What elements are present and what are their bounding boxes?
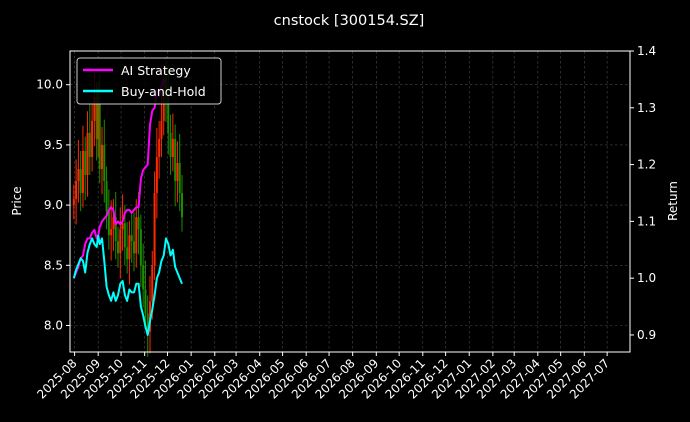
candle-body bbox=[123, 223, 126, 248]
candle-body bbox=[110, 229, 113, 236]
candle-body bbox=[181, 193, 183, 218]
legend-label-buy-and-hold: Buy-and-Hold bbox=[121, 84, 206, 99]
price-tick-label: 9.0 bbox=[44, 198, 63, 212]
candle-body bbox=[146, 313, 149, 332]
candle-body bbox=[158, 138, 161, 157]
candle-body bbox=[72, 199, 75, 206]
candle-body bbox=[86, 132, 89, 176]
price-tick-label: 8.5 bbox=[44, 258, 63, 272]
return-tick-label: 1.1 bbox=[637, 214, 656, 228]
candle-body bbox=[107, 211, 110, 236]
candle-body bbox=[160, 120, 163, 139]
return-axis: 0.9 1.0 1.1 1.2 1.3 1.4 bbox=[630, 44, 656, 342]
candle-body bbox=[95, 96, 98, 139]
candle-body bbox=[128, 235, 131, 260]
candle-body bbox=[112, 217, 115, 230]
candle-body bbox=[101, 144, 103, 169]
candle-body bbox=[174, 138, 177, 182]
buy-and-hold-line bbox=[72, 234, 183, 336]
candle-body bbox=[81, 150, 84, 194]
price-tick-label: 8.0 bbox=[44, 319, 63, 333]
return-tick-label: 1.2 bbox=[637, 158, 656, 172]
candle-body bbox=[103, 144, 106, 182]
legend-label-ai-strategy: AI Strategy bbox=[121, 63, 191, 78]
price-axis-label: Price bbox=[10, 186, 24, 215]
candle-body bbox=[178, 162, 181, 194]
candle-body bbox=[77, 168, 80, 182]
return-tick-label: 1.3 bbox=[637, 101, 656, 115]
candle-body bbox=[79, 168, 82, 194]
candle-body bbox=[91, 120, 94, 157]
legend: AI Strategy Buy-and-Hold bbox=[76, 57, 222, 105]
candle-body bbox=[176, 162, 179, 182]
return-lines bbox=[72, 78, 183, 336]
candle-body bbox=[93, 96, 96, 121]
candle-body bbox=[119, 229, 122, 254]
candle-body bbox=[133, 241, 135, 254]
candle-body bbox=[84, 150, 87, 176]
candle-body bbox=[137, 217, 140, 230]
candle-body bbox=[142, 265, 145, 290]
candle-body bbox=[130, 235, 133, 242]
candle-body bbox=[105, 181, 108, 212]
candle-body bbox=[153, 193, 156, 266]
price-tick-label: 10.0 bbox=[36, 78, 63, 92]
price-tick-label: 9.5 bbox=[44, 138, 63, 152]
candle-body bbox=[155, 156, 158, 194]
candle-body bbox=[126, 247, 129, 260]
candle-body bbox=[167, 96, 170, 133]
candle-body bbox=[135, 217, 138, 254]
candle-body bbox=[171, 138, 174, 157]
ai-strategy-line bbox=[72, 78, 167, 279]
candle-body bbox=[88, 132, 91, 157]
candle-body bbox=[117, 241, 119, 254]
candle-body bbox=[121, 223, 124, 230]
candle-body bbox=[98, 102, 101, 169]
price-axis: 8.0 8.5 9.0 9.5 10.0 bbox=[36, 78, 70, 333]
candle-body bbox=[114, 217, 117, 242]
candle-body bbox=[151, 265, 154, 302]
return-tick-label: 1.0 bbox=[637, 271, 656, 285]
return-axis-label: Return bbox=[666, 181, 680, 221]
return-tick-label: 1.4 bbox=[637, 44, 656, 58]
candle-body bbox=[75, 181, 78, 200]
candle-body bbox=[144, 289, 147, 314]
chart-title: cnstock [300154.SZ] bbox=[274, 13, 425, 29]
candle-body bbox=[139, 229, 142, 266]
candle-body bbox=[169, 132, 172, 157]
plot-frame bbox=[69, 50, 631, 353]
candle-body bbox=[97, 102, 100, 139]
return-tick-label: 0.9 bbox=[637, 328, 656, 342]
